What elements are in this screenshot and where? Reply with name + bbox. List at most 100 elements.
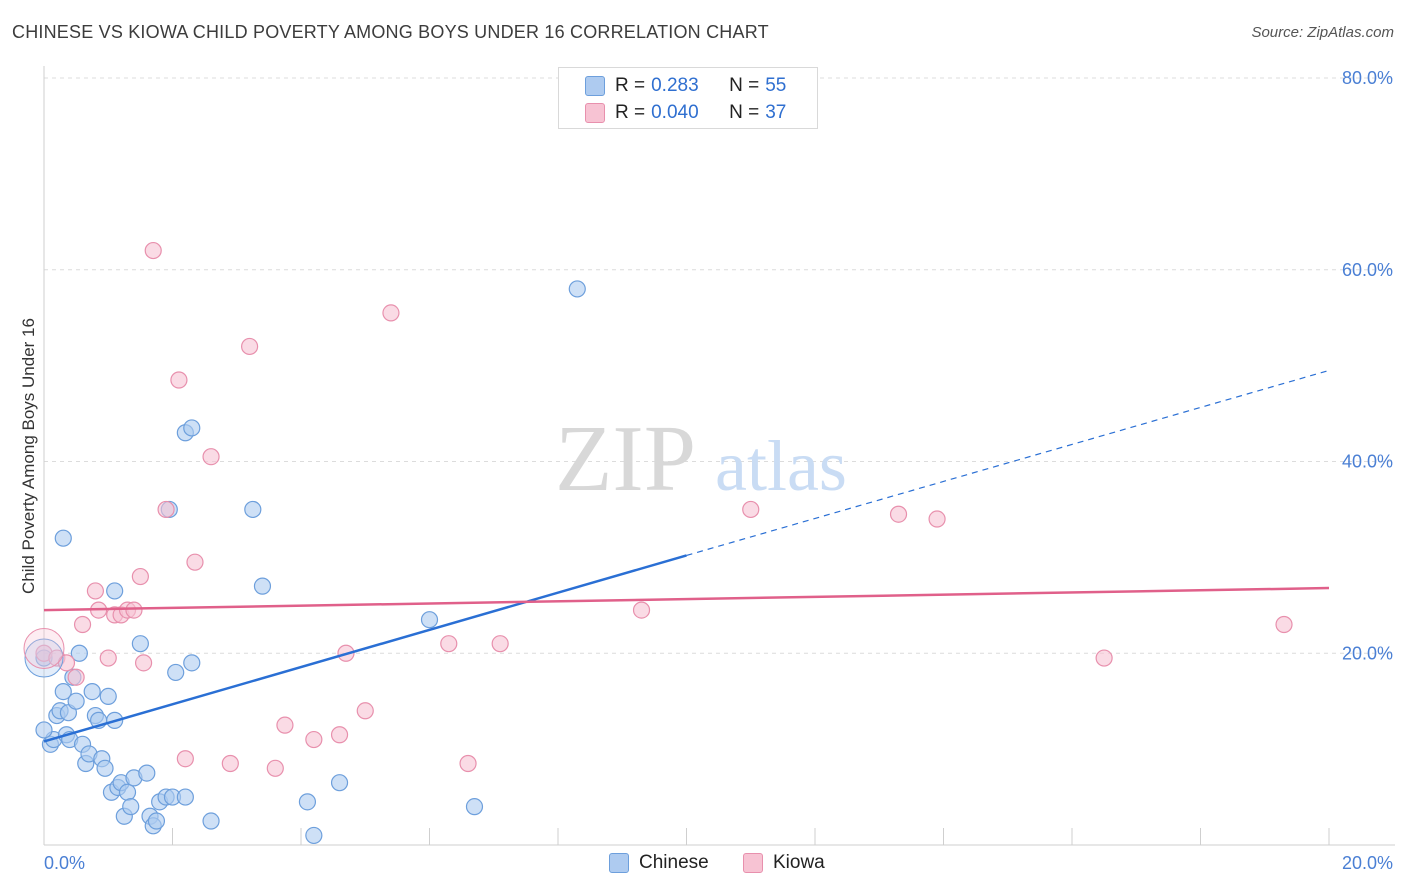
legend-n-label: N =: [729, 75, 760, 96]
chinese-point: [465, 798, 484, 816]
watermark: ZIP atlas: [555, 407, 847, 511]
legend-row-kiowa: R = 0.040 N = 37: [585, 101, 804, 125]
legend-row-chinese: R = 0.283 N = 55: [585, 74, 804, 98]
kiowa-point: [157, 500, 175, 519]
chinese-point: [202, 812, 220, 830]
y-axis-label: Child Poverty Among Boys Under 16: [19, 318, 38, 594]
points-layer: [23, 241, 1293, 845]
kiowa-point: [73, 615, 92, 634]
kiowa-point: [266, 759, 284, 777]
kiowa-point: [742, 500, 760, 519]
chinese-point: [70, 644, 88, 662]
kiowa-swatch-icon: [585, 103, 605, 123]
kiowa-point-large: [23, 627, 65, 669]
kiowa-point: [928, 510, 946, 528]
chinese-point: [138, 764, 156, 782]
kiowa-point: [144, 241, 162, 260]
chinese-point: [122, 798, 140, 816]
chinese-point: [35, 721, 53, 739]
watermark-atlas: atlas: [715, 426, 847, 506]
legend-n-label: N =: [729, 102, 760, 123]
x-tick-label-max: 20.0%: [1342, 853, 1393, 873]
chart-title: CHINESE VS KIOWA CHILD POVERTY AMONG BOY…: [12, 22, 769, 42]
kiowa-point: [1275, 615, 1293, 634]
y-tick-label-60: 60.0%: [1342, 260, 1393, 280]
y-tick-label-20: 20.0%: [1342, 643, 1393, 663]
kiowa-point: [356, 702, 374, 720]
source-label: Source: ZipAtlas.com: [1251, 24, 1394, 41]
chinese-point: [253, 577, 272, 595]
kiowa-point: [221, 754, 239, 773]
legend-n-value-kiowa: 37: [765, 102, 787, 123]
chinese-point: [147, 812, 166, 830]
chinese-point: [420, 611, 439, 629]
grid-layer: [44, 77, 1395, 654]
chinese-legend-icon: [609, 853, 629, 873]
chinese-point: [83, 682, 101, 701]
kiowa-point: [134, 654, 153, 672]
kiowa-point: [67, 668, 85, 686]
kiowa-point: [176, 750, 194, 768]
kiowa-point: [241, 337, 259, 356]
chinese-point: [106, 582, 124, 600]
kiowa-point: [1095, 649, 1113, 667]
kiowa-point: [86, 582, 105, 600]
legend-label-chinese: Chinese: [639, 852, 709, 873]
y-tick-label-80: 80.0%: [1342, 68, 1393, 88]
axis-layer: [43, 66, 1395, 846]
kiowa-point: [186, 553, 204, 571]
watermark-zip: ZIP: [555, 407, 696, 511]
legend-n-value-chinese: 55: [765, 75, 787, 96]
chinese-point: [330, 774, 349, 792]
kiowa-point: [491, 635, 509, 653]
chinese-trend-line: [43, 554, 687, 743]
kiowa-point: [382, 304, 400, 322]
chinese-point: [176, 788, 194, 806]
legend-item-kiowa[interactable]: Kiowa: [743, 852, 825, 874]
legend-r-label: R =: [615, 102, 646, 123]
chinese-point: [67, 692, 85, 710]
kiowa-point: [632, 601, 651, 619]
kiowa-point: [170, 371, 188, 389]
kiowa-trend-line: [43, 586, 1330, 612]
trend-layer: [43, 369, 1330, 743]
kiowa-point: [131, 567, 149, 586]
chinese-point: [298, 793, 317, 811]
kiowa-point: [889, 505, 908, 523]
kiowa-point: [99, 649, 117, 667]
legend-r-value-chinese: 0.283: [651, 75, 699, 96]
chinese-point: [131, 635, 149, 653]
y-tick-label-40: 40.0%: [1342, 452, 1393, 472]
kiowa-point: [125, 601, 143, 619]
kiowa-point: [202, 448, 220, 466]
legend-r-value-kiowa: 0.040: [651, 102, 699, 123]
x-tick-label-min: 0.0%: [44, 853, 85, 873]
legend-label-kiowa: Kiowa: [773, 852, 825, 873]
chinese-point: [183, 654, 201, 672]
chinese-swatch-icon: [585, 76, 605, 96]
tick-layer: 20.0% 40.0% 60.0% 80.0% 0.0% 20.0%: [44, 68, 1393, 873]
series-legend: Chinese Kiowa: [0, 852, 1406, 878]
kiowa-legend-icon: [743, 853, 763, 873]
kiowa-point: [276, 716, 294, 734]
chinese-point: [99, 687, 117, 705]
legend-r-label: R =: [615, 75, 646, 96]
chinese-point: [305, 826, 323, 845]
correlation-legend: R = 0.283 N = 55 R = 0.040 N = 37: [558, 67, 818, 129]
chinese-point-large: [24, 638, 64, 678]
chinese-point: [568, 280, 586, 298]
kiowa-point: [305, 730, 323, 749]
chinese-trend-extension: [686, 369, 1330, 557]
chinese-point: [167, 663, 185, 682]
kiowa-point: [440, 635, 458, 653]
chinese-point: [118, 783, 137, 801]
chinese-point: [54, 682, 72, 701]
kiowa-point: [459, 754, 477, 773]
chinese-point: [96, 759, 114, 777]
legend-item-chinese[interactable]: Chinese: [609, 852, 709, 874]
chinese-point: [244, 500, 262, 519]
chinese-point: [183, 419, 201, 437]
kiowa-point: [330, 726, 349, 744]
chinese-point: [54, 529, 72, 547]
